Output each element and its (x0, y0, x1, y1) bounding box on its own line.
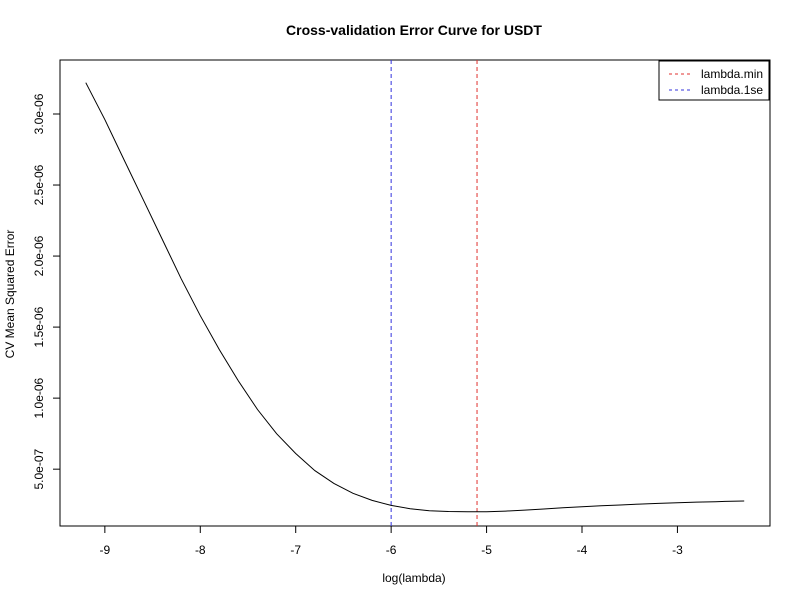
x-tick-label: -5 (481, 543, 492, 557)
legend-label-lambda-1se: lambda.1se (701, 83, 763, 97)
y-tick-label: 2.5e-06 (32, 164, 46, 205)
y-tick-label: 1.5e-06 (32, 306, 46, 347)
cv-error-line (85, 82, 745, 513)
y-axis: 5.0e-07 1.0e-06 1.5e-06 2.0e-06 2.5e-06 3.0e-… (32, 93, 60, 490)
y-tick-label: 3.0e-06 (32, 93, 46, 134)
legend-label-lambda-min: lambda.min (701, 67, 763, 81)
chart-title: Cross-validation Error Curve for USDT (286, 22, 542, 38)
y-tick-label: 2.0e-06 (32, 235, 46, 276)
legend: lambda.min lambda.1se (658, 60, 770, 101)
reference-lines (390, 60, 478, 526)
x-tick-label: -9 (100, 543, 111, 557)
y-tick-label: 5.0e-07 (32, 448, 46, 489)
x-tick-label: -3 (672, 543, 683, 557)
y-tick-label: 1.0e-06 (32, 377, 46, 418)
x-tick-label: -6 (386, 543, 397, 557)
x-axis: -9 -8 -7 -6 -5 -4 -3 (100, 526, 683, 557)
legend-box (658, 60, 770, 101)
series-group (85, 82, 745, 513)
y-axis-label: CV Mean Squared Error (3, 230, 17, 359)
x-axis-label: log(lambda) (382, 571, 445, 585)
x-tick-label: -8 (195, 543, 206, 557)
x-tick-label: -4 (577, 543, 588, 557)
plot-frame (59, 59, 771, 527)
x-tick-label: -7 (290, 543, 301, 557)
